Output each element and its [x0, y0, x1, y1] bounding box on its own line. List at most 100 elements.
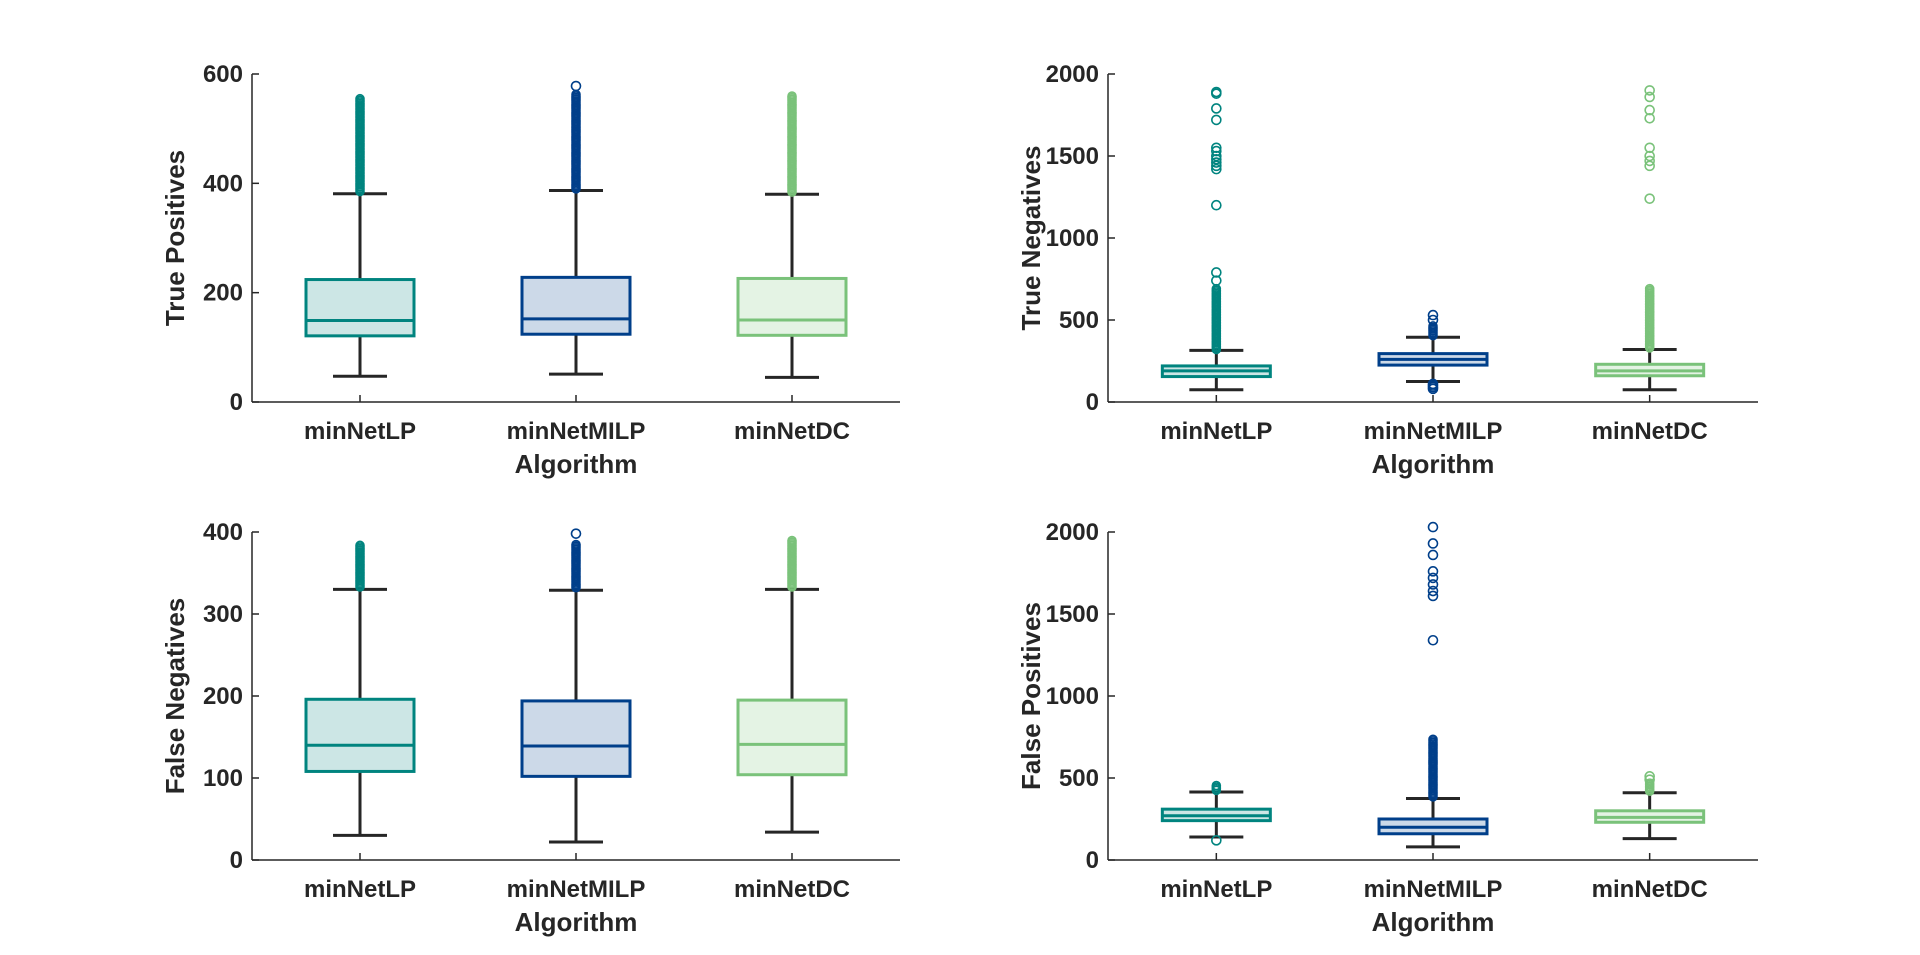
outlier-point — [570, 80, 582, 92]
x-tick-label: minNetLP — [304, 876, 416, 903]
panel-false-negatives: 0 100 200 300 400 False Negatives minNetLP minN… — [160, 519, 900, 937]
x-tick-label: minNetLP — [1160, 418, 1272, 445]
outlier-point — [1644, 91, 1655, 103]
outlier-point — [1211, 142, 1222, 154]
outlier-point — [1644, 771, 1655, 782]
x-tick-label: minNetDC — [734, 418, 850, 445]
x-tick-label: minNetLP — [304, 418, 416, 445]
x-tick-label: minNetMILP — [1364, 876, 1503, 903]
y-tick-label: 400 — [203, 519, 243, 546]
panel-false-positives: 0 500 1000 1500 2000 False Positives minNetLP m… — [1016, 519, 1758, 937]
panel-true-positives: 0 200 400 600 True Positives minNetLP minNetMI… — [160, 61, 900, 479]
y-tick-label: 600 — [203, 61, 243, 88]
x-tick-label: minNetDC — [1592, 876, 1708, 903]
outlier-point — [1644, 283, 1655, 294]
outlier-point — [1211, 199, 1222, 211]
outlier-point — [1211, 163, 1222, 175]
y-tick-label: 0 — [1086, 389, 1099, 416]
outlier-point — [1427, 309, 1439, 321]
outlier-point — [1644, 104, 1655, 116]
box-minNetDC — [1594, 771, 1706, 841]
outlier-point — [1427, 549, 1439, 561]
y-axis-label: False Negatives — [160, 598, 190, 795]
outlier-point — [1644, 85, 1655, 96]
outlier-point — [1644, 778, 1655, 788]
outlier-point — [1644, 193, 1655, 204]
box-minNetDC — [736, 91, 848, 379]
box-iqr — [304, 278, 416, 338]
outlier-point — [1427, 585, 1439, 597]
outlier-point — [1211, 150, 1222, 162]
y-tick-label: 200 — [203, 280, 243, 307]
x-axis-label: Algorithm — [1372, 907, 1495, 937]
x-axis-label: Algorithm — [515, 907, 638, 937]
outlier-point — [1644, 150, 1655, 162]
y-tick-label: 100 — [203, 765, 243, 792]
outlier-point — [1211, 86, 1222, 98]
outlier-point — [1211, 145, 1222, 157]
box-iqr — [736, 698, 848, 777]
x-tick-label: minNetMILP — [1364, 418, 1503, 445]
outlier-point — [355, 93, 365, 104]
y-axis-label: False Positives — [1016, 602, 1046, 790]
box-minNetLP — [304, 93, 416, 378]
outlier-point — [1644, 142, 1655, 154]
y-tick-label: 0 — [1086, 847, 1099, 874]
y-tick-label: 1500 — [1046, 143, 1099, 170]
box-minNetLP — [304, 540, 416, 837]
box-iqr — [304, 697, 416, 773]
box-minNetDC — [736, 535, 848, 834]
outlier-point — [1211, 267, 1222, 278]
x-tick-label: minNetMILP — [507, 418, 646, 445]
box-minNetMILP — [1377, 309, 1489, 395]
y-tick-label: 1000 — [1046, 683, 1099, 710]
outlier-point — [1428, 321, 1438, 331]
outlier-point — [1644, 774, 1655, 785]
outlier-point — [1427, 538, 1439, 549]
x-tick-label: minNetDC — [734, 876, 850, 903]
y-tick-label: 200 — [203, 683, 243, 710]
x-axis-label: Algorithm — [1372, 449, 1495, 479]
y-tick-label: 1000 — [1046, 225, 1099, 252]
outlier-point — [1427, 572, 1439, 584]
y-tick-label: 500 — [1059, 307, 1099, 334]
outlier-point — [1427, 590, 1439, 602]
x-tick-label: minNetMILP — [507, 876, 646, 903]
y-tick-label: 0 — [230, 389, 243, 416]
x-tick-label: minNetLP — [1160, 876, 1272, 903]
box-minNetMILP — [520, 80, 632, 376]
outlier-point — [1427, 314, 1439, 326]
outlier-point — [787, 535, 797, 546]
y-axis-label: True Positives — [160, 150, 190, 326]
y-axis-label: True Negatives — [1016, 146, 1046, 331]
panel-true-negatives: 0 500 1000 1500 2000 True Negatives minNetLP mi… — [1016, 61, 1758, 479]
y-tick-label: 400 — [203, 170, 243, 197]
y-tick-label: 300 — [203, 601, 243, 628]
outlier-point — [1211, 114, 1222, 126]
x-axis-label: Algorithm — [515, 449, 638, 479]
outlier-point — [1427, 521, 1439, 533]
outlier-point — [1427, 566, 1439, 577]
box-minNetMILP — [520, 528, 632, 844]
box-minNetDC — [1594, 85, 1706, 392]
box-iqr — [520, 275, 632, 336]
outlier-point — [1211, 153, 1222, 165]
outlier-point — [1427, 378, 1439, 390]
outlier-point — [1644, 112, 1655, 124]
outlier-point — [787, 91, 797, 101]
y-tick-label: 0 — [230, 847, 243, 874]
outlier-point — [1211, 103, 1222, 114]
outlier-point — [570, 528, 582, 539]
y-tick-label: 1500 — [1046, 601, 1099, 628]
outlier-point — [1211, 160, 1222, 172]
box-iqr — [520, 699, 632, 778]
outlier-point — [1427, 634, 1439, 646]
box-minNetMILP — [1377, 521, 1489, 849]
x-tick-label: minNetDC — [1592, 418, 1708, 445]
box-iqr — [736, 276, 848, 337]
outlier-point — [355, 540, 365, 551]
y-tick-label: 500 — [1059, 765, 1099, 792]
box-minNetLP — [1160, 780, 1272, 846]
outlier-point — [1211, 157, 1222, 168]
